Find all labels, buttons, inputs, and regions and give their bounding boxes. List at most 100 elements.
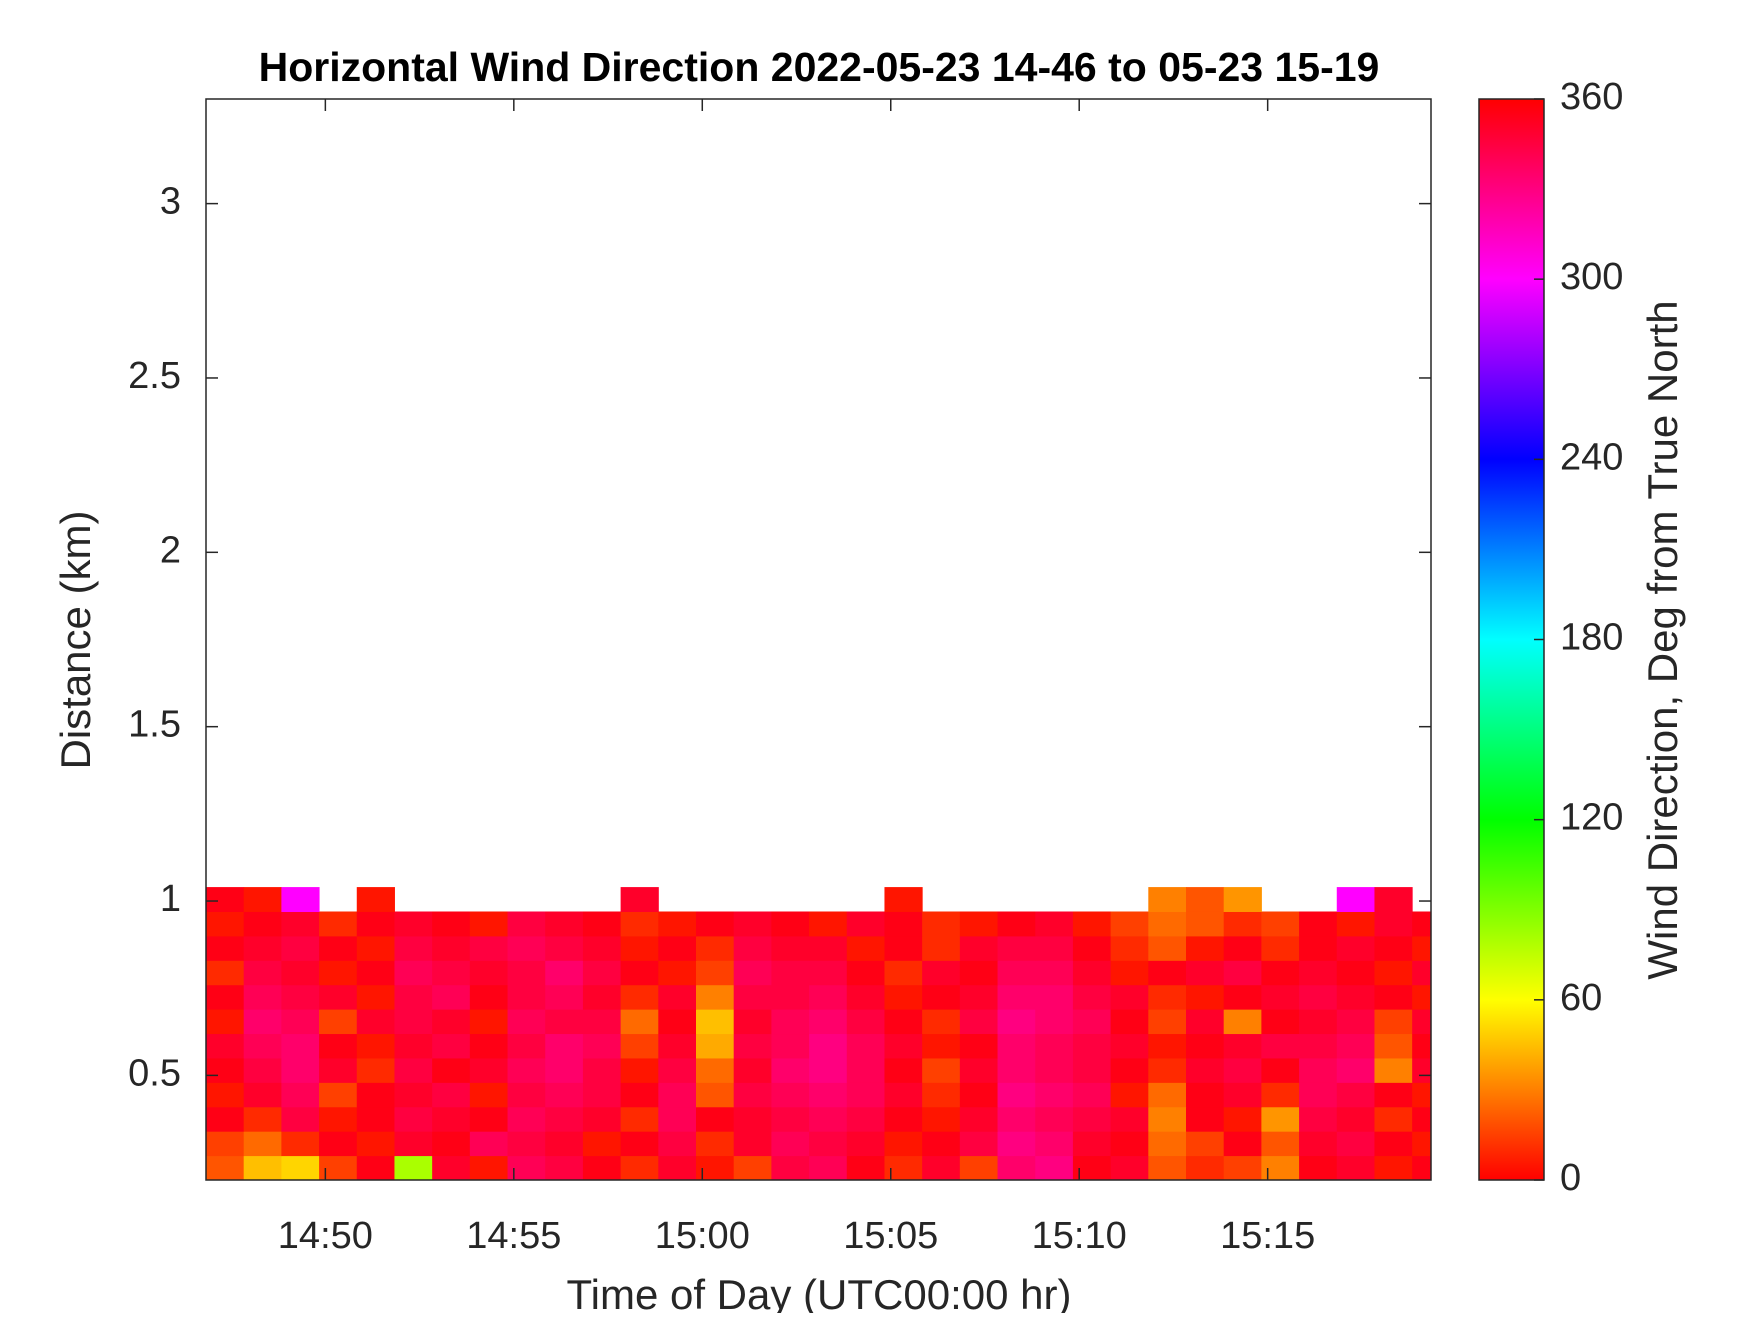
heatmap-cell [356, 887, 395, 912]
heatmap-cell [243, 1106, 282, 1132]
colorbar-tick-label: 60 [1560, 977, 1602, 1019]
heatmap-cell [733, 1057, 772, 1083]
heatmap-cell [1110, 1033, 1149, 1059]
heatmap-cell [243, 1009, 282, 1035]
heatmap-cell [319, 1082, 358, 1108]
y-tick-label: 1 [160, 878, 181, 920]
heatmap-cell [733, 1033, 772, 1059]
chart-title: Horizontal Wind Direction 2022-05-23 14-… [259, 44, 1380, 90]
heatmap-cell [1186, 1009, 1225, 1035]
heatmap-cell [846, 1009, 885, 1035]
heatmap-cell [620, 935, 659, 961]
heatmap-cell [507, 1057, 546, 1083]
heatmap-cell [1374, 887, 1413, 912]
heatmap-cell [394, 1155, 433, 1181]
heatmap-cell [281, 1033, 320, 1059]
heatmap-cell [733, 1009, 772, 1035]
heatmap-cell [206, 1155, 245, 1181]
heatmap-cell [620, 1106, 659, 1132]
heatmap-cell [356, 1009, 395, 1035]
heatmap-cell [997, 935, 1036, 961]
heatmap-cell [1223, 1155, 1262, 1181]
heatmap-cell [733, 1106, 772, 1132]
heatmap-cell [771, 1057, 810, 1083]
heatmap-cell [733, 935, 772, 961]
heatmap-cell [696, 1009, 735, 1035]
heatmap-cell [507, 1082, 546, 1108]
heatmap-cell [1186, 911, 1225, 937]
heatmap-cell [507, 984, 546, 1010]
heatmap-cell [922, 984, 961, 1010]
heatmap-cell [1412, 1033, 1432, 1059]
colorbar-tick-label: 240 [1560, 436, 1623, 478]
heatmap-cell [394, 1057, 433, 1083]
heatmap-cell [1072, 1009, 1112, 1035]
heatmap-cell [1072, 1106, 1112, 1132]
heatmap-cell [206, 1082, 245, 1108]
heatmap-cell [884, 984, 923, 1010]
heatmap-cell [1336, 935, 1375, 961]
heatmap-cell [1148, 1082, 1187, 1108]
heatmap-cell [1412, 1106, 1432, 1132]
heatmap-cell [1261, 984, 1300, 1010]
heatmap-cell [1261, 1131, 1300, 1157]
heatmap-cell [507, 1131, 546, 1157]
heatmap-cell [922, 1082, 961, 1108]
heatmap-cell [771, 1082, 810, 1108]
heatmap-cell [1148, 887, 1187, 912]
heatmap-cell [582, 1106, 622, 1132]
heatmap-cell [696, 1106, 735, 1132]
heatmap-cell [545, 984, 584, 1010]
heatmap-cell [469, 1057, 509, 1083]
heatmap-cell [884, 960, 923, 986]
heatmap-cell [243, 960, 282, 986]
heatmap-cell [959, 960, 999, 986]
heatmap-cell [356, 984, 395, 1010]
heatmap-cell [620, 984, 659, 1010]
heatmap-cell [922, 1009, 961, 1035]
heatmap-cell [997, 911, 1036, 937]
heatmap-cell [1374, 911, 1413, 937]
heatmap-cell [1072, 1082, 1112, 1108]
heatmap-cell [1374, 1155, 1413, 1181]
x-tick-label: 15:00 [655, 1215, 750, 1257]
heatmap-cells [206, 887, 1432, 1181]
heatmap-cell [1110, 1009, 1149, 1035]
heatmap-cell [281, 984, 320, 1010]
heatmap-cell [771, 1155, 810, 1181]
heatmap-cell [469, 1009, 509, 1035]
heatmap-cell [243, 935, 282, 961]
heatmap-cell [582, 984, 622, 1010]
heatmap-cell [1035, 1131, 1074, 1157]
heatmap-cell [356, 1082, 395, 1108]
heatmap-cell [884, 1009, 923, 1035]
heatmap-cell [1412, 1057, 1432, 1083]
heatmap-cell [1072, 1057, 1112, 1083]
heatmap-cell [959, 1106, 999, 1132]
heatmap-cell [319, 1009, 358, 1035]
heatmap-cell [1412, 1131, 1432, 1157]
colorbar-tick-label: 360 [1560, 76, 1623, 118]
heatmap-cell [1035, 1082, 1074, 1108]
heatmap-cell [696, 935, 735, 961]
heatmap-cell [922, 960, 961, 986]
heatmap-cell [1336, 1057, 1375, 1083]
heatmap-cell [432, 1033, 471, 1059]
heatmap-cell [997, 1057, 1036, 1083]
heatmap-cell [696, 1082, 735, 1108]
heatmap-cell [281, 887, 320, 912]
y-tick-label: 1.5 [128, 704, 181, 746]
heatmap-cell [658, 1106, 697, 1132]
heatmap-cell [319, 984, 358, 1010]
heatmap-cell [1374, 1057, 1413, 1083]
heatmap-cell [1186, 1155, 1225, 1181]
heatmap-cell [922, 935, 961, 961]
heatmap-cell [884, 1057, 923, 1083]
heatmap-cell [696, 960, 735, 986]
heatmap-cell [997, 1009, 1036, 1035]
heatmap-cell [1336, 960, 1375, 986]
heatmap-cell [1110, 935, 1149, 961]
heatmap-cell [582, 1155, 622, 1181]
